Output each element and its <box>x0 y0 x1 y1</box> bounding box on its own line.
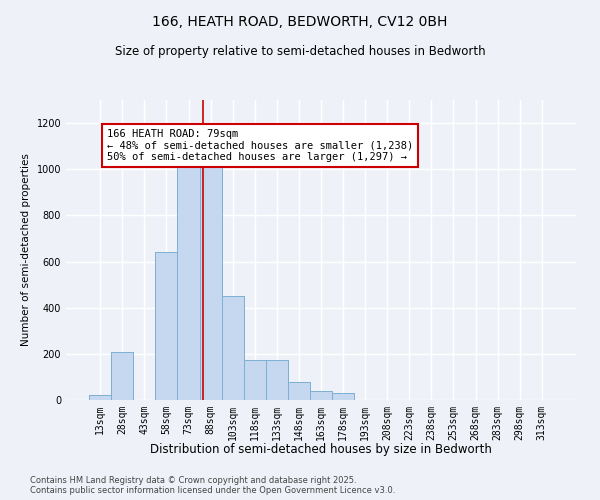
Bar <box>266 360 288 400</box>
Bar <box>89 396 111 400</box>
Bar <box>288 382 310 400</box>
Bar <box>111 352 133 400</box>
Bar <box>310 391 332 400</box>
Bar <box>200 158 221 400</box>
Y-axis label: Number of semi-detached properties: Number of semi-detached properties <box>21 154 31 346</box>
Bar <box>111 352 133 400</box>
Bar <box>332 393 354 400</box>
Bar <box>244 360 266 400</box>
Bar <box>178 158 200 400</box>
Text: 166 HEATH ROAD: 79sqm
← 48% of semi-detached houses are smaller (1,238)
50% of s: 166 HEATH ROAD: 79sqm ← 48% of semi-deta… <box>107 129 413 162</box>
Bar <box>332 393 354 400</box>
Bar <box>266 360 288 400</box>
Bar <box>310 391 332 400</box>
Bar <box>221 296 244 400</box>
Text: Distribution of semi-detached houses by size in Bedworth: Distribution of semi-detached houses by … <box>150 442 492 456</box>
Text: Contains HM Land Registry data © Crown copyright and database right 2025.
Contai: Contains HM Land Registry data © Crown c… <box>30 476 395 495</box>
Bar <box>178 158 200 400</box>
Bar <box>200 158 221 400</box>
Bar <box>244 360 266 400</box>
Bar <box>221 296 244 400</box>
Bar <box>155 252 178 400</box>
Text: Size of property relative to semi-detached houses in Bedworth: Size of property relative to semi-detach… <box>115 45 485 58</box>
Text: 166, HEATH ROAD, BEDWORTH, CV12 0BH: 166, HEATH ROAD, BEDWORTH, CV12 0BH <box>152 15 448 29</box>
Bar <box>89 396 111 400</box>
Bar <box>288 382 310 400</box>
Bar <box>155 252 178 400</box>
